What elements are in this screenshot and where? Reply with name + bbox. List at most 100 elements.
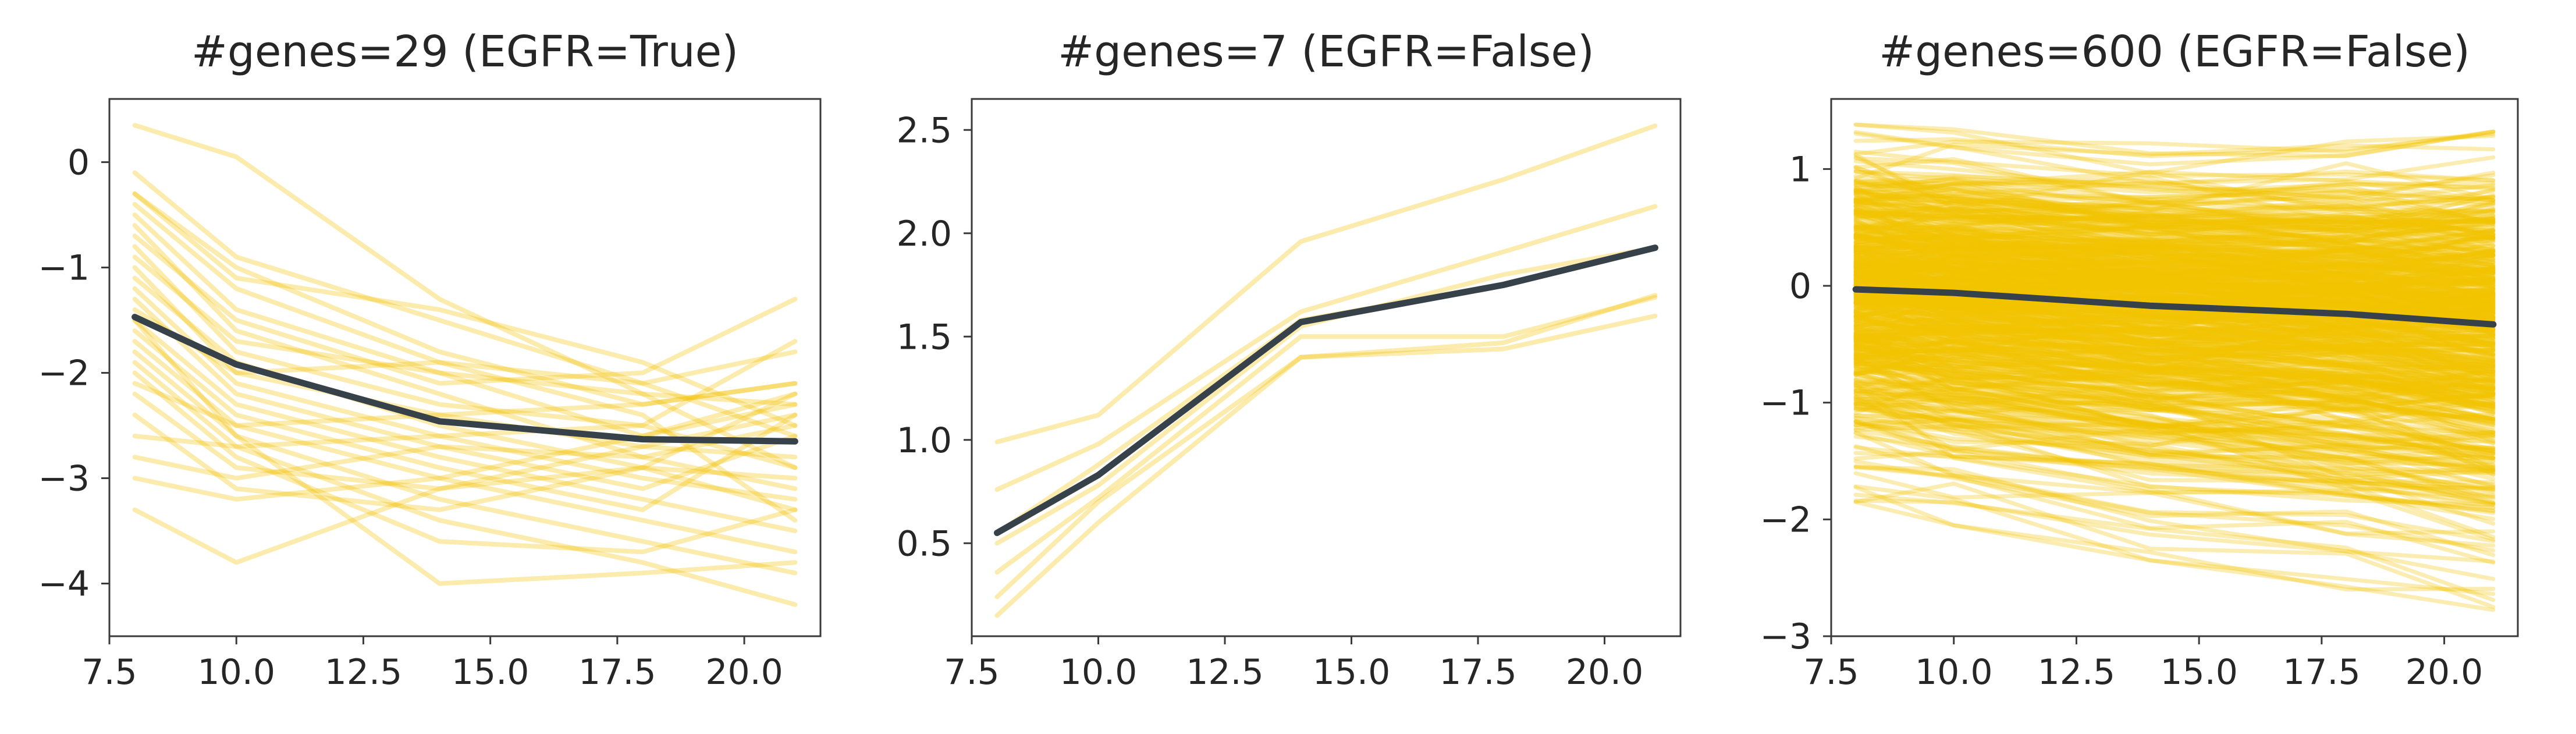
gene-line-384 bbox=[1853, 258, 2496, 319]
gene-line-114 bbox=[1853, 336, 2496, 423]
gene-line-482 bbox=[1853, 356, 2496, 421]
gene-line-234 bbox=[1853, 346, 2496, 396]
gene-line-92 bbox=[1853, 310, 2496, 402]
gene-line-304 bbox=[1853, 303, 2496, 382]
gene-line-587 bbox=[1853, 348, 2496, 388]
gene-line-596 bbox=[1853, 227, 2496, 297]
gene-line-530 bbox=[1853, 257, 2496, 292]
gene-line-46 bbox=[1853, 377, 2496, 422]
gene-line-369 bbox=[1853, 198, 2496, 272]
gene-line-128 bbox=[1853, 294, 2496, 375]
gene-line-422 bbox=[1853, 225, 2496, 283]
gene-line-365 bbox=[1853, 331, 2496, 379]
gene-line-541 bbox=[1853, 224, 2496, 257]
gene-line-122 bbox=[1853, 278, 2496, 310]
gene-line-409 bbox=[1853, 305, 2496, 368]
gene-line-8 bbox=[1853, 339, 2496, 405]
gene-line-48 bbox=[1853, 325, 2496, 382]
gene-line-105 bbox=[1853, 336, 2496, 409]
gene-line-405 bbox=[1853, 377, 2496, 455]
gene-line-505 bbox=[1853, 250, 2496, 285]
gene-line-340 bbox=[1853, 165, 2496, 240]
gene-line-200 bbox=[1853, 219, 2496, 244]
gene-line-396 bbox=[1853, 309, 2496, 334]
gene-line-96 bbox=[1853, 231, 2496, 289]
gene-line-195 bbox=[1853, 335, 2496, 414]
gene-line-27 bbox=[132, 465, 798, 565]
gene-line-376 bbox=[1853, 263, 2496, 304]
gene-line-23 bbox=[1853, 189, 2496, 228]
gene-line-519 bbox=[1853, 266, 2496, 299]
gene-line-498 bbox=[1853, 321, 2496, 371]
gene-line-104 bbox=[1853, 258, 2496, 302]
gene-line-568 bbox=[1853, 327, 2496, 398]
gene-line-18 bbox=[1853, 398, 2496, 451]
gene-line-94 bbox=[1853, 300, 2496, 361]
gene-line-129 bbox=[1853, 252, 2496, 289]
gene-line-184 bbox=[1853, 253, 2496, 300]
gene-line-309 bbox=[1853, 402, 2496, 472]
gene-line-25 bbox=[132, 444, 798, 491]
gene-line-5 bbox=[132, 212, 798, 439]
gene-line-256 bbox=[1853, 269, 2496, 313]
gene-line-279 bbox=[1853, 434, 2496, 507]
gene-line-506 bbox=[1853, 312, 2496, 367]
gene-line-197 bbox=[1853, 416, 2496, 522]
gene-line-268 bbox=[1853, 260, 2496, 306]
y-tick-label: 1.0 bbox=[897, 420, 952, 461]
gene-line-532 bbox=[1853, 241, 2496, 311]
gene-line-579 bbox=[1853, 177, 2496, 203]
gene-line-371 bbox=[1853, 345, 2496, 386]
gene-line-91 bbox=[1853, 203, 2496, 247]
gene-line-545 bbox=[1853, 212, 2496, 244]
gene-line-282 bbox=[1853, 290, 2496, 363]
chart-panel-3: #genes=600 (EGFR=False) 7.5 10.0 12.5 15.0 17… bbox=[1760, 27, 2519, 693]
gene-line-469 bbox=[1853, 189, 2496, 211]
gene-line-216 bbox=[1853, 243, 2496, 299]
gene-line-187 bbox=[1853, 357, 2496, 400]
gene-line-440 bbox=[1853, 445, 2496, 507]
gene-line-475 bbox=[1853, 190, 2496, 230]
gene-line-267 bbox=[1853, 260, 2496, 307]
gene-line-517 bbox=[1853, 294, 2496, 366]
gene-line-515 bbox=[1853, 295, 2496, 374]
gene-line-450 bbox=[1853, 194, 2496, 224]
gene-line-395 bbox=[1853, 396, 2496, 491]
gene-line-148 bbox=[1853, 388, 2496, 464]
gene-line-85 bbox=[1853, 187, 2496, 225]
gene-line-6 bbox=[994, 293, 1658, 600]
gene-line-34 bbox=[1853, 130, 2496, 185]
gene-line-285 bbox=[1853, 300, 2496, 329]
gene-line-118 bbox=[1853, 346, 2496, 413]
gene-line-321 bbox=[1853, 245, 2496, 282]
gene-line-251 bbox=[1853, 181, 2496, 208]
gene-line-127 bbox=[1853, 394, 2496, 460]
gene-line-9 bbox=[1853, 322, 2496, 366]
gene-line-28 bbox=[132, 191, 798, 428]
gene-line-360 bbox=[1853, 324, 2496, 377]
gene-line-261 bbox=[1853, 381, 2496, 453]
gene-line-1 bbox=[1853, 210, 2496, 234]
gene-line-117 bbox=[1853, 399, 2496, 526]
gene-line-598 bbox=[1853, 329, 2496, 374]
gene-line-326 bbox=[1853, 314, 2496, 362]
gene-line-293 bbox=[1853, 236, 2496, 295]
gene-line-272 bbox=[1853, 402, 2496, 477]
gene-line-398 bbox=[1853, 295, 2496, 336]
gene-line-276 bbox=[1853, 325, 2496, 422]
gene-line-231 bbox=[1853, 408, 2496, 474]
gene-line-408 bbox=[1853, 187, 2496, 227]
gene-line-520 bbox=[1853, 406, 2496, 501]
x-tick-label: 7.5 bbox=[81, 652, 137, 693]
gene-line-78 bbox=[1853, 201, 2496, 245]
gene-line-262 bbox=[1853, 403, 2496, 478]
gene-line-503 bbox=[1853, 263, 2496, 313]
gene-line-367 bbox=[1853, 399, 2496, 467]
gene-line-239 bbox=[1853, 245, 2496, 282]
gene-line-97 bbox=[1853, 259, 2496, 324]
gene-line-98 bbox=[1853, 233, 2496, 275]
gene-line-518 bbox=[1853, 384, 2496, 481]
gene-line-38 bbox=[1853, 335, 2496, 408]
gene-line-312 bbox=[1853, 194, 2496, 229]
